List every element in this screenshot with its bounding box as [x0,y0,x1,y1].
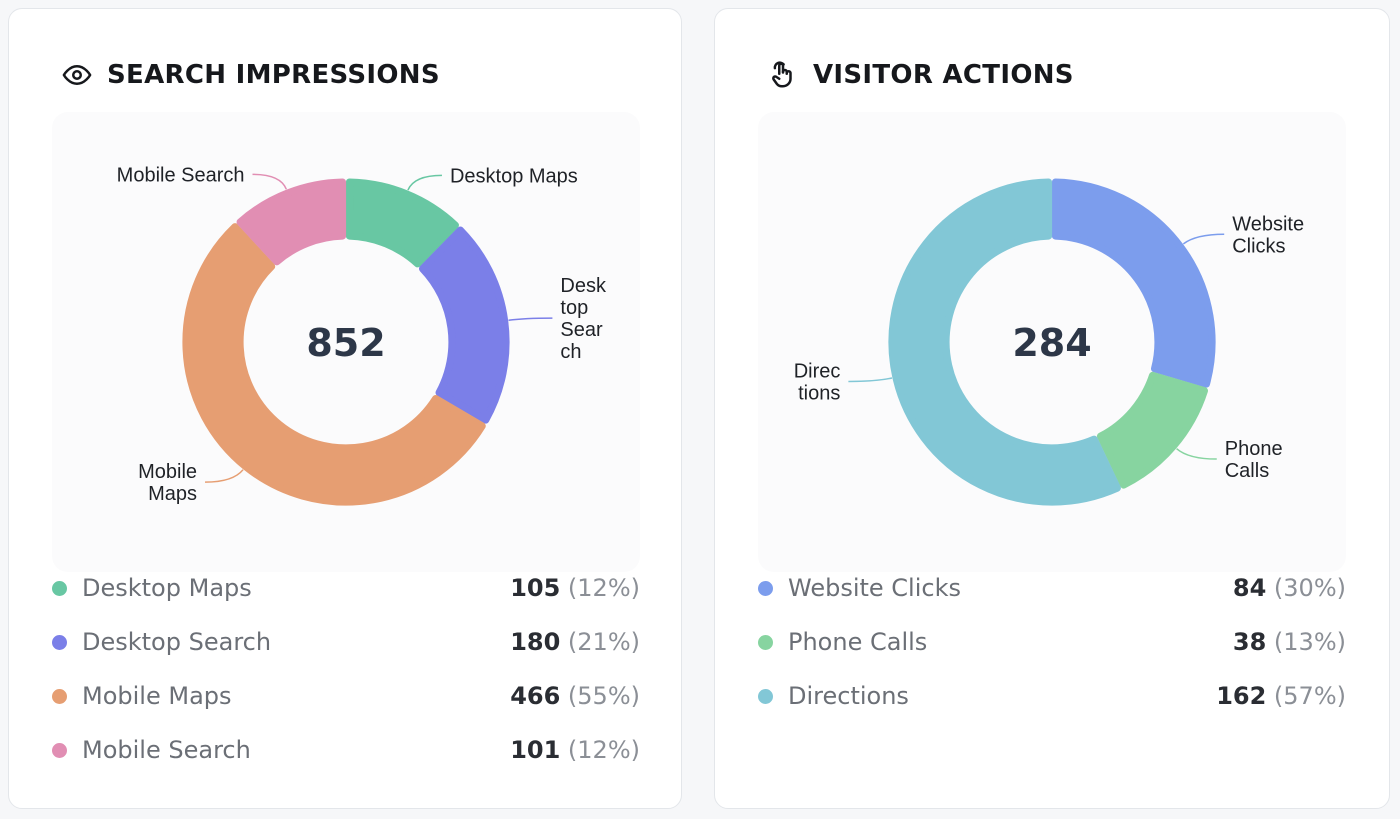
legend-percent: (13%) [1266,628,1346,656]
legend-dot-icon [758,688,773,704]
slice-label-desktop-maps: Desktop Maps [450,165,578,187]
donut-chart-panel: Website Clicks Phone Calls Direc tions 284 [758,112,1346,572]
legend-count: 84 [1232,574,1267,602]
legend-count: 180 [510,628,561,656]
slice-label-website-clicks: Website Clicks [1232,213,1304,257]
slice-label-directions: Direc tions [794,360,841,404]
legend-item-desktop-maps[interactable]: Desktop Maps 105 (12%) [52,561,640,615]
slice-label-phone-calls: Phone Calls [1225,438,1283,482]
pointer-hand-icon [767,59,799,91]
legend-percent: (21%) [560,628,640,656]
legend-percent: (12%) [560,736,640,764]
legend-percent: (30%) [1266,574,1346,602]
search-impressions-legend: Desktop Maps 105 (12%) Desktop Search 180 (… [52,561,640,777]
leader-line-website-clicks [1182,233,1225,245]
legend-label: Desktop Maps [82,574,252,602]
legend-count: 101 [510,736,561,764]
slice-mobile-maps[interactable] [182,223,486,506]
legend-count: 38 [1232,628,1267,656]
visitor-actions-donut-chart: Website Clicks Phone Calls Direc tions 284 [794,178,1304,506]
legend-value: 101 (12%) [510,736,640,764]
legend-percent: (57%) [1266,682,1346,710]
legend-percent: (55%) [560,682,640,710]
leader-line-directions [848,377,893,383]
legend-value: 162 (57%) [1216,682,1346,710]
visitor-actions-card: VISITOR ACTIONS Website Clicks Phone Calls D… [714,8,1390,809]
legend-value: 84 (30%) [1233,574,1346,602]
card-title: VISITOR ACTIONS [813,60,1074,90]
slice-desktop-search[interactable] [418,226,510,424]
slice-label-mobile-search: Mobile Search [117,164,245,186]
legend-label: Phone Calls [788,628,928,656]
legend-label: Mobile Maps [82,682,232,710]
slice-mobile-search[interactable] [236,178,347,266]
legend-value: 466 (55%) [510,682,640,710]
legend-count: 466 [510,682,561,710]
legend-dot-icon [52,634,67,650]
leader-line-desktop-maps [407,174,442,191]
leader-line-phone-calls [1176,448,1217,460]
legend-item-directions[interactable]: Directions 162 (57%) [758,669,1346,723]
legend-count: 162 [1216,682,1267,710]
legend-item-mobile-maps[interactable]: Mobile Maps 466 (55%) [52,669,640,723]
search-impressions-card: SEARCH IMPRESSIONS Desktop Maps Desk top Se… [8,8,682,809]
card-header: SEARCH IMPRESSIONS [61,59,440,91]
search-impressions-donut-chart: Desktop Maps Desk top Sear ch Mobile Maps Mobil… [117,164,607,506]
legend-item-phone-calls[interactable]: Phone Calls 38 (13%) [758,615,1346,669]
legend-dot-icon [758,634,773,650]
legend-dot-icon [52,688,67,704]
slice-phone-calls[interactable] [1096,371,1208,489]
slice-directions[interactable] [888,178,1121,506]
legend-label: Directions [788,682,909,710]
donut-chart-panel: Desktop Maps Desk top Sear ch Mobile Maps Mobil… [52,112,640,572]
slice-label-desktop-search: Desk top Sear ch [560,275,607,363]
legend-dot-icon [52,742,67,758]
eye-icon [61,59,93,91]
leader-line-mobile-search [252,173,288,190]
card-header: VISITOR ACTIONS [767,59,1074,91]
visitor-actions-legend: Website Clicks 84 (30%) Phone Calls 38 (13%… [758,561,1346,723]
legend-value: 38 (13%) [1233,628,1346,656]
slice-website-clicks[interactable] [1051,178,1216,388]
slice-label-mobile-maps: Mobile Maps [138,461,197,505]
legend-label: Website Clicks [788,574,961,602]
legend-value: 105 (12%) [510,574,640,602]
legend-item-desktop-search[interactable]: Desktop Search 180 (21%) [52,615,640,669]
legend-count: 105 [510,574,561,602]
legend-label: Desktop Search [82,628,272,656]
leader-line-mobile-maps [205,469,244,483]
legend-item-website-clicks[interactable]: Website Clicks 84 (30%) [758,561,1346,615]
leader-line-desktop-search [508,317,553,322]
legend-item-mobile-search[interactable]: Mobile Search 101 (12%) [52,723,640,777]
legend-dot-icon [52,580,67,596]
card-title: SEARCH IMPRESSIONS [107,60,440,90]
center-total: 852 [306,321,385,365]
legend-label: Mobile Search [82,736,251,764]
center-total: 284 [1012,321,1091,365]
slice-desktop-maps[interactable] [345,178,459,268]
legend-dot-icon [758,580,773,596]
legend-percent: (12%) [560,574,640,602]
legend-value: 180 (21%) [510,628,640,656]
